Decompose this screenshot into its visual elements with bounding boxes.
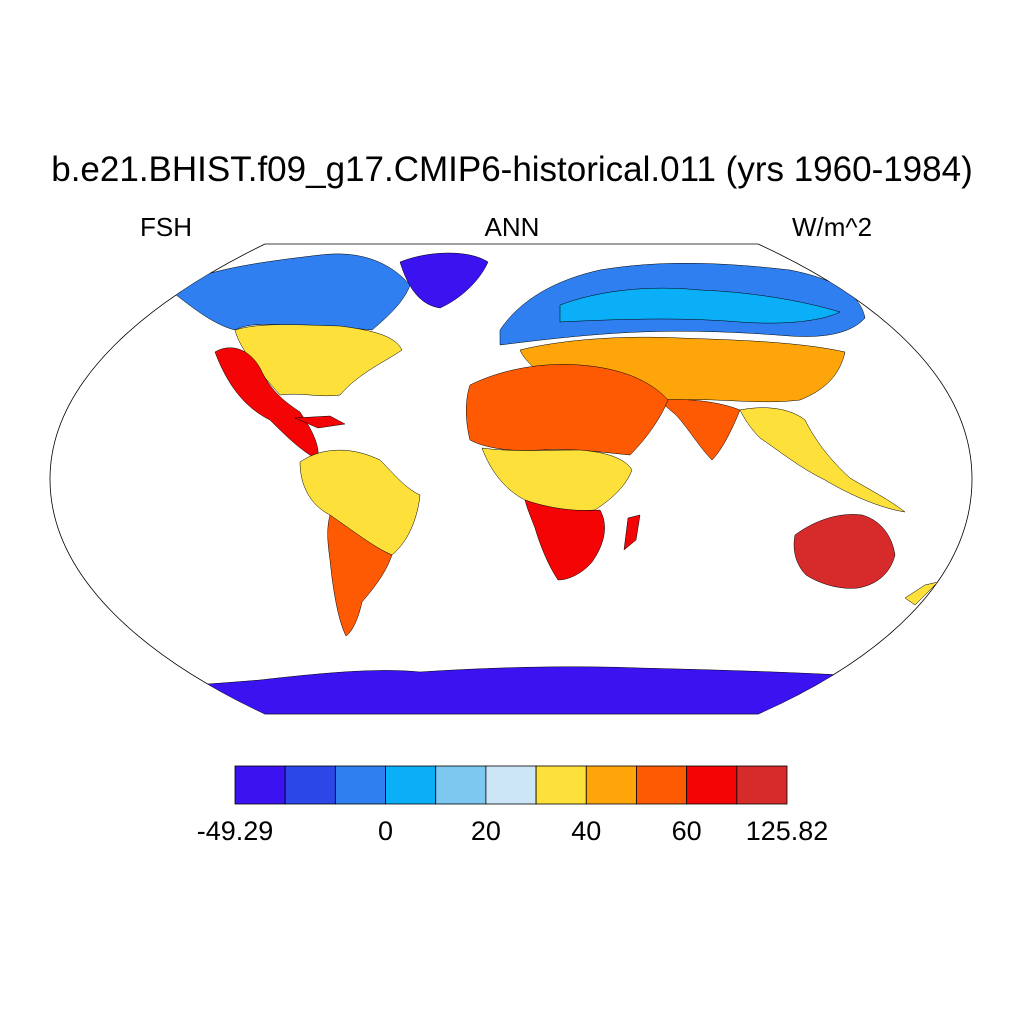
colorbar-label: 40 [571,816,601,846]
region-australia [793,514,896,589]
colorbar-box [435,765,487,805]
colorbar-box [736,765,788,805]
variable-label: FSH [140,212,192,242]
region-india [659,399,741,461]
colorbar-box [636,765,688,805]
colorbar-box [535,765,587,805]
colorbar-label: 0 [378,816,393,846]
colorbar-box [334,765,386,805]
region-southern-africa [524,499,605,581]
region-temperate-north-america [234,324,403,397]
region-tundra-siberia [559,287,841,324]
region-sahara-arabia [466,364,669,456]
colorbar-box [585,765,637,805]
region-madagascar [623,514,641,551]
colorbar-box [234,765,286,805]
colorbar-label: 125.82 [746,816,829,846]
season-label: ANN [484,212,540,242]
colorbar-label: 20 [471,816,501,846]
colorbar-box [485,765,537,805]
region-central-africa [481,447,633,511]
colorbar-label: -49.29 [197,816,274,846]
region-southeast-asia [739,407,906,513]
units-label: W/m^2 [792,212,873,242]
region-caribbean [294,415,346,429]
region-amazon [299,449,421,556]
region-western-us-mexico [214,347,319,461]
colorbar-box [686,765,738,805]
region-greenland [399,252,489,309]
colorbar-box [284,765,336,805]
plot-title: b.e21.BHIST.f09_g17.CMIP6-historical.011… [51,150,973,189]
colorbar-box [385,765,437,805]
colorbar-label: 60 [672,816,702,846]
region-eastern-south-america [327,514,393,637]
